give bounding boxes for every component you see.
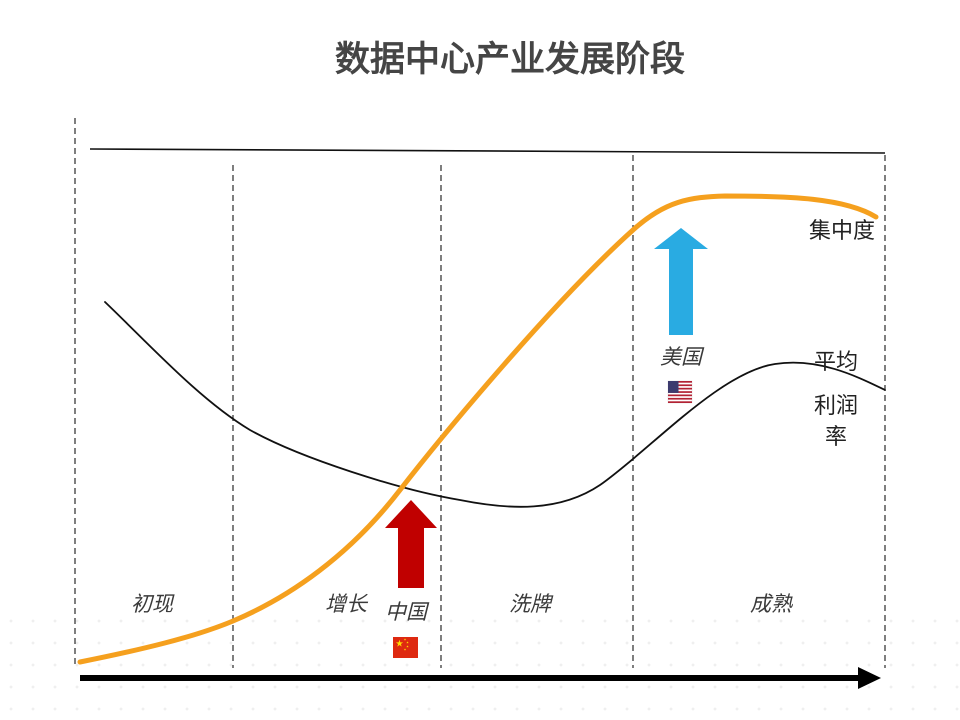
stage-label-growth: 增长 — [325, 592, 369, 616]
background-dot-pattern — [0, 610, 960, 720]
usa-marker: 美国 — [654, 228, 708, 404]
average-profit-margin-label-line: 率 — [825, 425, 847, 450]
stage-label-maturity: 成熟 — [750, 592, 793, 616]
flag-stripe — [668, 387, 692, 390]
china-up-arrow — [385, 500, 437, 588]
china-label: 中国 — [385, 600, 430, 624]
china-marker: 中国 — [385, 500, 437, 658]
average-profit-margin-label-line: 利润 — [814, 394, 858, 419]
concentration-label: 集中度 — [809, 219, 875, 244]
china-flag-icon — [393, 637, 418, 658]
flag-star — [403, 638, 407, 641]
usa-up-arrow — [654, 228, 708, 335]
flag-stripe — [668, 384, 692, 387]
usa-flag-icon — [667, 380, 693, 404]
usa-label: 美国 — [660, 345, 705, 369]
flag-stripe — [668, 394, 692, 397]
flag-stripe — [668, 401, 692, 403]
page-title: 数据中心产业发展阶段 — [335, 39, 685, 80]
flag-canton — [668, 381, 679, 393]
average-profit-margin-label-line: 平均 — [814, 350, 858, 375]
stage-label-emergence: 初现 — [131, 592, 175, 616]
time-axis-arrow — [80, 667, 881, 689]
right-arrow-icon — [858, 667, 881, 689]
average-profit-margin-curve — [104, 301, 886, 508]
flag-star — [395, 639, 404, 647]
top-boundary-line — [89, 148, 886, 154]
flag-star — [403, 648, 407, 651]
flag-stripe — [668, 381, 692, 383]
concentration-curve — [77, 193, 879, 665]
stage-label-shakeout: 洗牌 — [509, 592, 554, 616]
average-profit-margin-label: 平均 利润 率 — [814, 350, 858, 450]
flag-stripe — [668, 391, 692, 393]
stage-dividers — [74, 118, 886, 668]
flag-star — [406, 645, 409, 648]
flag-star — [406, 641, 409, 644]
flag-stripe — [668, 397, 692, 400]
